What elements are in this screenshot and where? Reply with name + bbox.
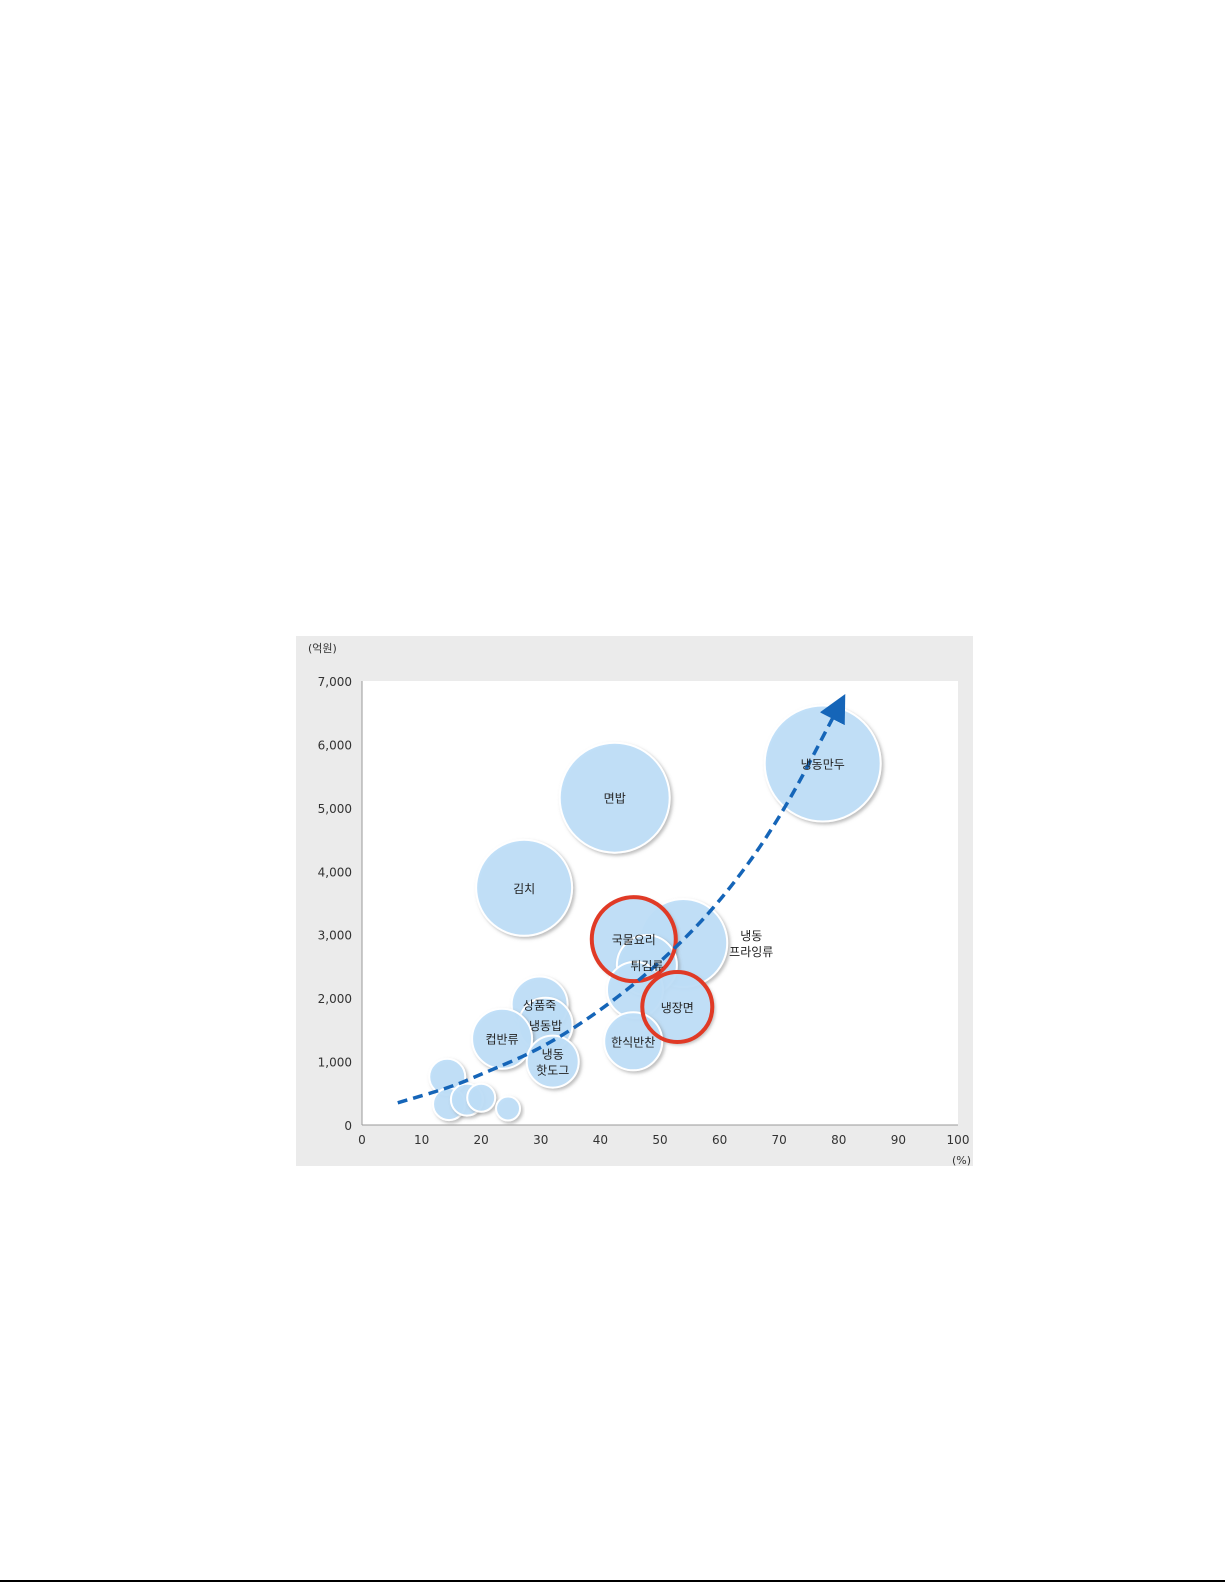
bubble-label: 냉동 핫도그 — [536, 1048, 569, 1078]
x-tick-label: 90 — [891, 1133, 906, 1147]
x-tick-label: 30 — [533, 1133, 548, 1147]
bubble — [558, 741, 671, 854]
x-tick-label: 20 — [474, 1133, 489, 1147]
chart-panel: 0 10 20 30 40 50 60 70 80 90 100 0 1,000 2,000 3,000 4,… — [296, 636, 973, 1166]
bubble-label: 국물요리 — [612, 933, 656, 947]
x-tick-label: 10 — [414, 1133, 429, 1147]
page-bottom-rule — [0, 1580, 1225, 1582]
y-tick-label: 6,000 — [318, 738, 352, 752]
x-tick-label: 40 — [593, 1133, 608, 1147]
bubble — [471, 1007, 534, 1070]
y-tick-label: 2,000 — [318, 992, 352, 1006]
bubble-label: 냉동밥 — [529, 1019, 562, 1033]
bubble-label: 튀김류 — [630, 959, 663, 973]
y-tick-label: 7,000 — [318, 675, 352, 689]
bubble-label: 한식반찬 — [611, 1034, 655, 1049]
bubble-label: 냉동 프라잉류 — [729, 929, 773, 959]
x-tick-label: 70 — [772, 1133, 787, 1147]
bubble — [466, 1082, 497, 1113]
y-unit-label: (억원) — [308, 642, 337, 655]
y-tick-label: 3,000 — [318, 929, 352, 943]
highlight-ring — [589, 895, 678, 984]
bubble-label: 냉장면 — [661, 1001, 694, 1015]
bubble — [495, 1095, 522, 1122]
y-tick-label: 1,000 — [318, 1056, 352, 1070]
x-tick-label: 60 — [712, 1133, 727, 1147]
y-tick-label: 4,000 — [318, 865, 352, 879]
y-tick-label: 5,000 — [318, 802, 352, 816]
trend-arrow — [397, 693, 846, 1105]
bubble-label: 상품죽 — [523, 998, 556, 1012]
x-tick-label: 100 — [947, 1133, 970, 1147]
bubble-label: 컵반류 — [485, 1033, 518, 1047]
x-tick-label: 50 — [652, 1133, 667, 1147]
x-tick-label: 0 — [358, 1133, 366, 1147]
bubble — [475, 838, 574, 937]
x-unit-label: (%) — [952, 1154, 971, 1166]
y-tick-label: 0 — [344, 1119, 352, 1133]
bubble-label: 면밥 — [604, 792, 626, 806]
bubble-chart: 0 10 20 30 40 50 60 70 80 90 100 0 1,000 2,000 3,000 4,… — [308, 642, 971, 1166]
bubble-label: 김치 — [513, 882, 535, 896]
highlight-ring — [640, 970, 715, 1045]
bubble-label: 냉동만두 — [801, 757, 845, 771]
x-tick-label: 80 — [831, 1133, 846, 1147]
